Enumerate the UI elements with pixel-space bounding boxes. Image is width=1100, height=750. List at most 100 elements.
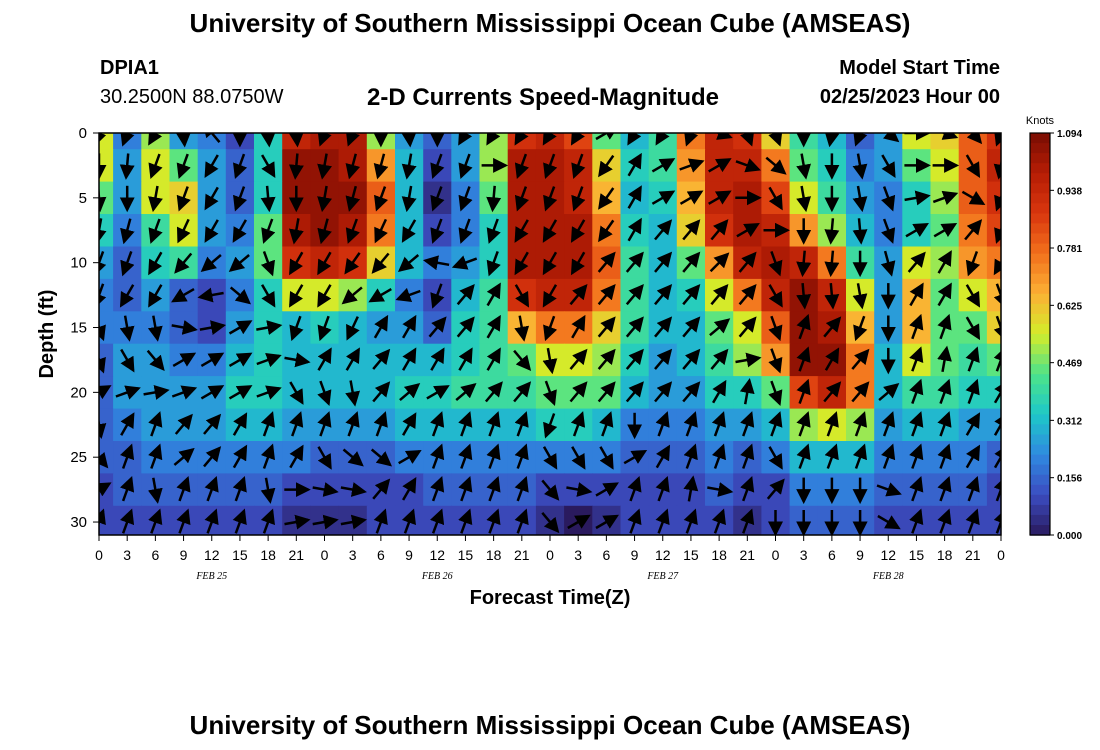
current-arrow — [171, 320, 198, 335]
current-arrow — [200, 352, 225, 367]
x-tick-label: 9 — [856, 547, 864, 563]
current-arrow — [232, 219, 247, 243]
current-arrow — [486, 185, 502, 213]
current-arrow — [261, 218, 276, 244]
current-arrow — [430, 186, 445, 212]
heatmap-cell — [648, 133, 678, 150]
x-tick-label: 12 — [655, 547, 671, 563]
y-tick-label: 20 — [70, 384, 87, 401]
x-tick-label: 21 — [965, 547, 981, 563]
current-arrow — [119, 443, 135, 469]
heatmap-cell — [592, 133, 622, 150]
current-arrow — [171, 385, 198, 400]
current-arrow — [994, 194, 1001, 212]
current-arrow — [345, 347, 360, 371]
current-arrow — [824, 250, 840, 278]
current-arrow — [232, 508, 247, 534]
current-arrow — [458, 218, 473, 244]
current-arrow — [796, 153, 811, 180]
x-tick-label: 3 — [349, 547, 357, 563]
current-arrow — [852, 185, 868, 213]
colorbar-segment — [1030, 474, 1050, 486]
current-arrow — [736, 223, 760, 238]
current-arrow — [484, 381, 503, 403]
current-arrow — [905, 223, 929, 238]
current-arrow — [199, 320, 227, 335]
current-arrow — [148, 153, 163, 180]
current-arrow — [99, 356, 106, 374]
current-arrow — [543, 315, 558, 342]
x-tick-label: 21 — [740, 547, 756, 563]
current-arrow — [768, 186, 783, 211]
current-arrow — [120, 218, 135, 245]
colorbar-segment — [1030, 213, 1050, 225]
current-arrow — [625, 348, 644, 370]
current-arrow — [115, 385, 141, 400]
current-arrow — [937, 411, 952, 437]
heatmap-cell — [99, 473, 114, 507]
current-arrow — [715, 133, 733, 140]
current-arrow — [401, 133, 417, 148]
current-arrow — [740, 411, 755, 437]
current-arrow — [597, 316, 616, 338]
current-arrow — [796, 346, 811, 372]
colorbar-segment — [1030, 133, 1050, 144]
current-arrow — [965, 444, 981, 469]
current-arrow — [654, 381, 673, 403]
model-start-time: 02/25/2023 Hour 00 — [819, 86, 1000, 108]
current-arrow — [679, 190, 704, 205]
colorbar-segment — [1030, 454, 1050, 466]
current-arrow — [595, 133, 619, 141]
current-arrow — [402, 477, 417, 501]
current-arrow — [595, 514, 619, 530]
current-arrow — [173, 447, 195, 466]
current-arrow — [765, 156, 787, 175]
x-axis-label: Forecast Time(Z) — [470, 587, 631, 609]
heatmap-cell — [99, 505, 114, 535]
heatmap-cell — [99, 133, 114, 150]
current-arrow — [486, 347, 501, 371]
current-arrow — [993, 346, 1001, 372]
colorbar-tick-label: 0.781 — [1057, 244, 1082, 255]
current-arrow — [228, 352, 253, 367]
current-arrow — [907, 251, 926, 273]
current-arrow — [909, 475, 924, 502]
colorbar-tick-label: 0.625 — [1057, 301, 1082, 312]
current-arrow — [852, 283, 868, 310]
date-label: FEB 27 — [646, 571, 679, 582]
current-arrow — [627, 475, 642, 502]
current-arrow — [876, 482, 902, 497]
y-tick-label: 10 — [70, 255, 87, 272]
current-arrow — [965, 284, 981, 308]
heatmap-cell — [507, 133, 537, 150]
y-tick-label: 5 — [79, 190, 87, 207]
current-arrow — [909, 378, 924, 405]
current-arrow — [148, 218, 163, 244]
current-arrow — [119, 315, 135, 342]
current-arrow — [881, 443, 896, 469]
current-arrow — [317, 133, 332, 147]
current-arrow — [881, 411, 896, 437]
heatmap-cell — [99, 376, 114, 410]
colorbar-tick-label: 0.000 — [1057, 531, 1082, 542]
current-arrow — [148, 133, 163, 146]
heatmap-cell — [99, 246, 114, 280]
colorbar-segment — [1030, 243, 1050, 255]
heatmap-cell — [99, 311, 114, 345]
colorbar-segment — [1030, 384, 1050, 395]
y-tick-label: 25 — [70, 449, 87, 466]
current-arrow — [341, 286, 363, 305]
colorbar-segment — [1030, 253, 1050, 265]
current-arrow — [542, 347, 558, 375]
current-arrow — [373, 314, 389, 339]
current-arrow — [514, 508, 529, 534]
current-arrow — [399, 382, 421, 402]
colorbar-segment — [1030, 193, 1050, 204]
heatmap-cell — [99, 408, 114, 442]
x-tick-label: 6 — [828, 547, 836, 563]
current-arrow — [456, 316, 475, 338]
heatmap-cell — [99, 343, 114, 377]
colorbar-tick-label: 0.938 — [1057, 186, 1082, 197]
current-arrow — [965, 346, 980, 372]
